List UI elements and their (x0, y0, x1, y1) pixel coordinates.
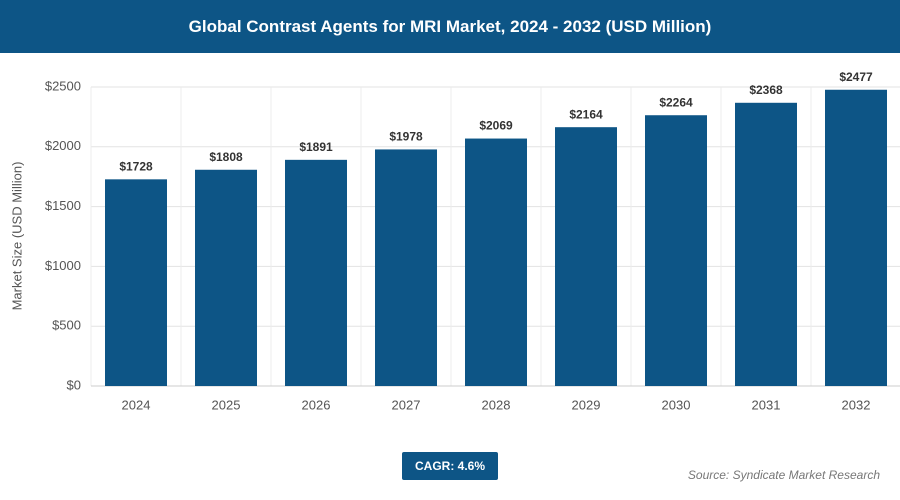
x-tick-label: 2028 (482, 397, 511, 412)
value-label: $2164 (569, 107, 603, 121)
bar (555, 127, 617, 386)
bar (735, 102, 797, 386)
x-tick-label: 2024 (122, 397, 151, 412)
source-note: Source: Syndicate Market Research (687, 468, 880, 482)
y-tick-label: $500 (52, 318, 81, 333)
y-tick-label: $1000 (45, 258, 81, 273)
bar (375, 149, 437, 386)
chart-title: Global Contrast Agents for MRI Market, 2… (0, 0, 900, 53)
y-tick-label: $0 (67, 377, 81, 392)
value-label: $2477 (839, 70, 873, 84)
y-axis-label: Market Size (USD Million) (9, 162, 24, 311)
value-label: $1808 (209, 150, 243, 164)
y-tick-label: $2000 (45, 138, 81, 153)
value-label: $2368 (749, 83, 783, 97)
x-tick-label: 2029 (572, 397, 601, 412)
x-tick-label: 2025 (212, 397, 241, 412)
x-tick-label: 2032 (842, 397, 871, 412)
value-label: $2069 (479, 119, 513, 133)
x-tick-label: 2031 (752, 397, 781, 412)
y-tick-label: $1500 (45, 198, 81, 213)
value-label: $1728 (119, 160, 153, 174)
cagr-badge: CAGR: 4.6% (402, 452, 498, 480)
x-tick-label: 2026 (302, 397, 331, 412)
bar (465, 138, 527, 386)
bar (195, 169, 257, 386)
y-tick-label: $2500 (45, 78, 81, 93)
bar (825, 89, 887, 387)
bar (105, 179, 167, 386)
value-label: $1978 (389, 130, 423, 144)
x-tick-label: 2027 (392, 397, 421, 412)
x-tick-label: 2030 (662, 397, 691, 412)
value-label: $1891 (299, 140, 333, 154)
value-label: $2264 (659, 95, 693, 109)
bar (645, 115, 707, 387)
bar (285, 159, 347, 386)
